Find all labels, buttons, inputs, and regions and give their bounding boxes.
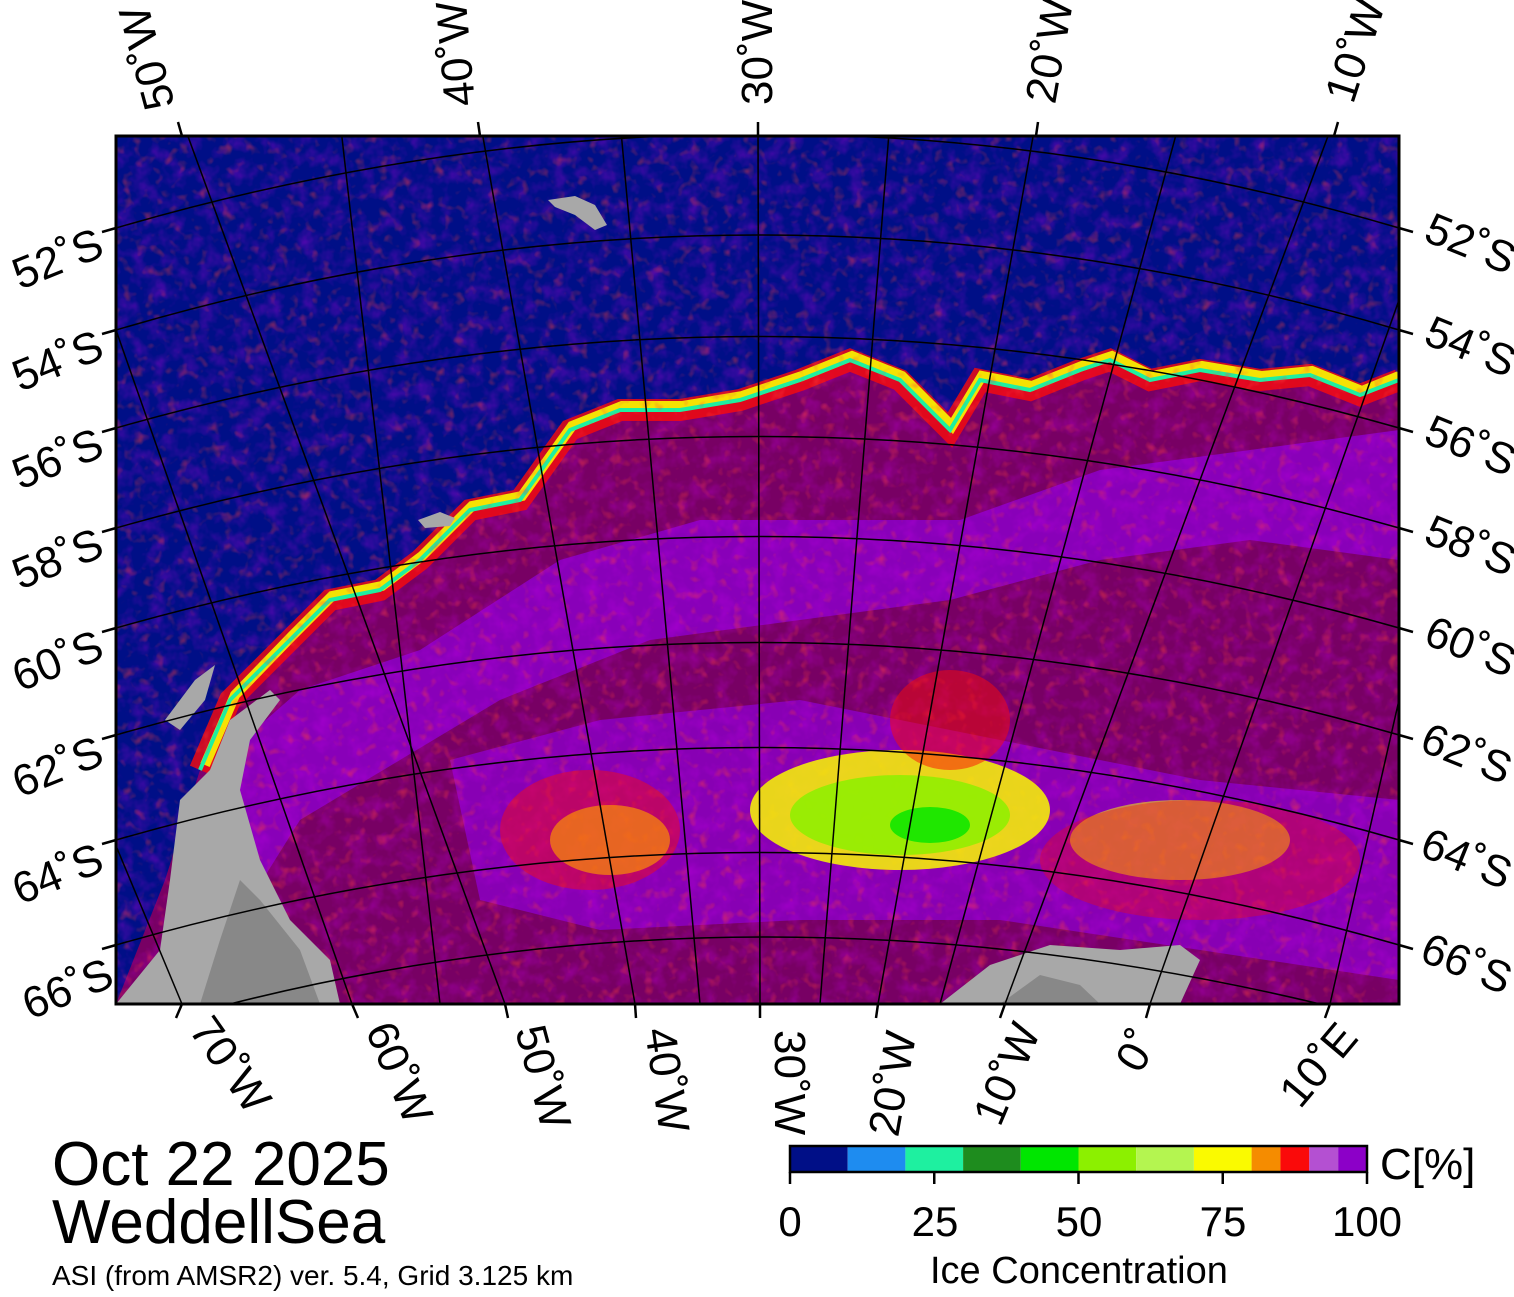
meridian-20w: [877, 136, 1034, 1004]
lon-label-bottom: 70˚W: [180, 1008, 281, 1123]
colorbar-title: Ice Concentration: [930, 1250, 1228, 1292]
meridian-10w: [1004, 136, 1329, 1004]
meridian-60w: [116, 329, 353, 1004]
lon-label-bottom: 60˚W: [356, 1015, 442, 1131]
lat-label-left: 58˚S: [5, 519, 110, 599]
lat-label-left: 56˚S: [5, 419, 110, 499]
lon-label-bottom: 10˚E: [1270, 1014, 1367, 1117]
colorbar-unit: C[%]: [1380, 1140, 1476, 1189]
patch-green-core: [890, 807, 970, 843]
colorbar-tick-label: 50: [1055, 1198, 1103, 1245]
meridian-70w: [116, 843, 183, 1004]
colorbar-bin: [1020, 1146, 1079, 1172]
colorbar-bin: [1251, 1146, 1281, 1172]
lat-label-right: 64˚S: [1414, 819, 1514, 899]
meridian-extra-2: [620, 136, 701, 1004]
lon-label-bottom: 20˚W: [860, 1027, 927, 1139]
colorbar-bin: [1078, 1146, 1137, 1172]
lat-labels-left: 52˚S 54˚S 56˚S 58˚S 60˚S 62˚S 64˚S 66˚S: [5, 219, 120, 1029]
meridian-extra-3: [819, 136, 890, 1004]
lat-label-right: 56˚S: [1418, 406, 1514, 486]
lon-label-bottom: 10˚W: [964, 1016, 1050, 1132]
meridian-extra-4: [939, 136, 1177, 1004]
peninsula-shade: [200, 880, 320, 1004]
lat-label-right: 54˚S: [1418, 307, 1514, 387]
map-date: Oct 22 2025: [52, 1130, 390, 1199]
colorbar-bin: [905, 1146, 964, 1172]
antarctic-peninsula: [116, 690, 340, 1004]
lon-label-top: 50˚W: [110, 0, 185, 115]
lon-label-top: 10˚W: [1316, 0, 1395, 108]
colorbar-bin: [1136, 1146, 1194, 1172]
colorbar-bin: [1338, 1146, 1367, 1172]
lat-label-right: 52˚S: [1418, 204, 1514, 284]
patch-yellow-east: [1070, 800, 1290, 880]
lat-label-right: 62˚S: [1414, 714, 1514, 794]
colorbar-bin: [1309, 1146, 1339, 1172]
lat-label-left: 52˚S: [5, 219, 110, 299]
data-source: ASI (from AMSR2) ver. 5.4, Grid 3.125 km: [52, 1260, 574, 1291]
colorbar-bin: [790, 1146, 848, 1172]
lon-label-bottom: 0˚: [1106, 1022, 1168, 1080]
lat-label-left: 64˚S: [5, 834, 110, 914]
lon-label-bottom: 50˚W: [505, 1020, 580, 1135]
patch-yellow-west: [550, 805, 670, 875]
lon-label-top: 20˚W: [1017, 0, 1084, 107]
south-georgia: [548, 196, 607, 230]
lat-label-left: 60˚S: [5, 621, 110, 701]
map-field: [116, 136, 1399, 1004]
patch-red-center: [890, 670, 1010, 770]
patch-red-east: [1040, 800, 1360, 920]
patch-red-west: [500, 770, 680, 890]
meridian-40w: [482, 136, 636, 1004]
lon-label-top: 30˚W: [733, 0, 782, 105]
south-shetland: [165, 665, 215, 730]
meridian-extra-1: [341, 136, 441, 1004]
meridian-0: [1149, 299, 1399, 1004]
lat-label-left: 66˚S: [15, 949, 120, 1029]
lat-label-left: 54˚S: [5, 321, 110, 401]
lon-label-bottom: 40˚W: [635, 1025, 698, 1136]
map-region: WeddellSea: [52, 1188, 386, 1257]
colorbar: [788, 1144, 1369, 1184]
meridian-30w: [757, 136, 761, 1004]
lat-labels-right: 52˚S 54˚S 56˚S 58˚S 60˚S 62˚S 64˚S 66˚S: [1414, 204, 1514, 1004]
parallel-52s: [116, 136, 1399, 229]
lon-label-bottom: 30˚W: [765, 1030, 814, 1136]
colorbar-tick-label: 100: [1331, 1198, 1403, 1245]
lat-label-left: 62˚S: [5, 727, 110, 807]
colorbar-tick-label: 0: [778, 1198, 802, 1245]
lon-labels-bottom: 70˚W 60˚W 50˚W 40˚W 30˚W 20˚W 20˚W 10˚W …: [180, 1008, 1368, 1140]
parallel-68s: [229, 936, 1321, 1004]
colorbar-bin: [1280, 1146, 1310, 1172]
lat-label-right: 60˚S: [1418, 607, 1514, 687]
coast-queen-maud: [940, 945, 1200, 1004]
meridian-50w: [187, 136, 506, 1004]
coast-queen-maud-shade: [1000, 975, 1100, 1004]
graticule: [116, 136, 1399, 1004]
colorbar-bin: [847, 1146, 906, 1172]
colorbar-tick-label: 75: [1199, 1198, 1247, 1245]
frame-ticks: [101, 121, 1414, 1019]
lat-label-right: 58˚S: [1418, 506, 1514, 586]
lon-label-top: 40˚W: [427, 0, 485, 108]
meridian-10e: [1329, 699, 1399, 1004]
colorbar-bin: [1193, 1146, 1252, 1172]
lat-label-right: 66˚S: [1414, 924, 1514, 1004]
parallel-66s: [116, 851, 1399, 946]
lon-labels-top: 50˚W 40˚W 30˚W 20˚W 10˚W: [110, 0, 1395, 115]
colorbar-bin: [963, 1146, 1021, 1172]
colorbar-tick-label: 25: [911, 1198, 959, 1245]
south-orkney: [418, 512, 455, 528]
